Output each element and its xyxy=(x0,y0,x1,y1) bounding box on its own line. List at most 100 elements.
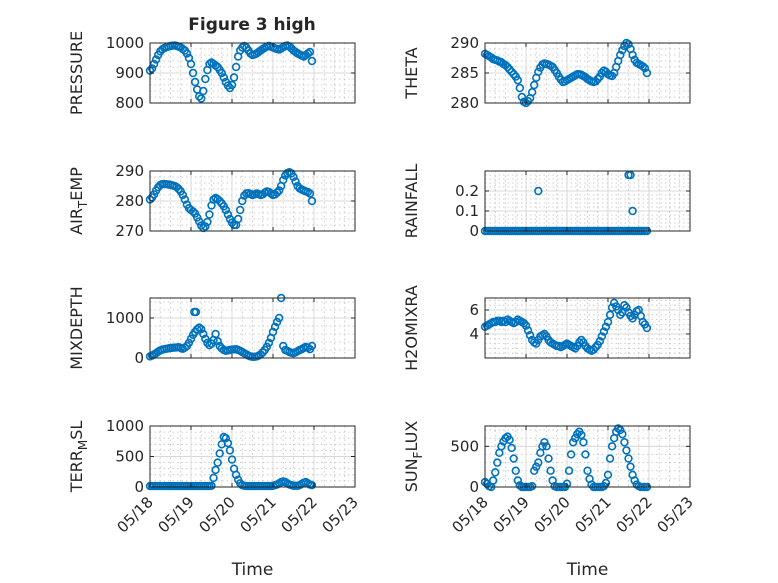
data-point xyxy=(188,68,198,78)
data-point xyxy=(566,450,576,459)
data-point xyxy=(307,56,317,66)
data-point xyxy=(568,438,578,447)
data-point xyxy=(268,327,278,337)
data-point xyxy=(149,59,159,69)
data-point xyxy=(534,458,543,467)
y-tick-label: 0.2 xyxy=(455,182,479,200)
y-tick-label: 0 xyxy=(134,349,144,367)
y-tick-label: 0 xyxy=(469,222,479,240)
data-point xyxy=(597,332,607,341)
data-point xyxy=(231,62,241,72)
data-point xyxy=(642,68,652,78)
data-point xyxy=(501,434,510,443)
axes-box xyxy=(484,170,691,232)
data-point xyxy=(607,442,617,451)
data-point xyxy=(197,94,206,103)
data-point xyxy=(489,476,498,485)
data-point xyxy=(577,430,586,440)
axes-box xyxy=(484,297,691,359)
x-tick-label: 05/18 xyxy=(449,493,492,536)
data-point xyxy=(618,45,627,55)
data-point xyxy=(274,313,284,323)
data-point xyxy=(624,39,633,49)
data-point xyxy=(546,466,555,475)
data-point xyxy=(626,170,635,180)
data-point xyxy=(307,341,317,351)
data-point xyxy=(521,321,531,330)
data-point xyxy=(180,195,190,204)
data-point xyxy=(303,343,313,352)
subplot-6: 4 6 H2OMIXRA xyxy=(402,285,691,371)
data-point xyxy=(211,329,220,339)
data-point xyxy=(542,442,551,451)
data-point xyxy=(201,74,210,84)
data-point xyxy=(223,210,233,219)
data-point xyxy=(570,434,580,443)
data-point xyxy=(599,327,609,336)
data-point xyxy=(223,438,233,448)
y-tick-label: 6 xyxy=(469,301,479,319)
data-point xyxy=(191,307,201,317)
data-point xyxy=(540,438,549,447)
x-tick-label: 05/21 xyxy=(572,493,615,536)
y-tick-label: 4 xyxy=(469,325,479,343)
x-tick-label: 05/20 xyxy=(196,493,239,536)
data-point xyxy=(147,64,157,73)
data-point xyxy=(513,476,522,485)
y-axis-label: H2OMIXRA xyxy=(402,285,421,371)
data-point xyxy=(236,205,245,215)
data-point xyxy=(534,186,543,196)
data-point xyxy=(618,429,627,439)
data-point xyxy=(279,175,288,185)
y-tick-label: 0.1 xyxy=(455,202,479,220)
y-axis-label: RAINFALL xyxy=(402,164,421,239)
data-point xyxy=(616,50,625,60)
data-point xyxy=(186,334,196,343)
data-point xyxy=(270,322,280,331)
data-point xyxy=(205,341,214,350)
data-point xyxy=(544,454,553,463)
data-point xyxy=(538,442,547,451)
data-point xyxy=(195,217,204,226)
y-tick-label: 800 xyxy=(115,94,144,112)
subplot-2: 280 285 290 THETA xyxy=(402,34,691,112)
y-tick-label: 900 xyxy=(115,64,144,82)
data-point xyxy=(638,62,648,71)
figure-title: Figure 3 high xyxy=(188,15,316,35)
data-point xyxy=(628,206,637,216)
y-axis-label: THETA xyxy=(402,47,421,99)
data-point xyxy=(233,214,243,224)
data-point xyxy=(180,343,190,352)
data-point xyxy=(289,172,298,182)
data-point xyxy=(581,450,590,459)
x-tick-label: 05/22 xyxy=(613,493,656,536)
subplot-3: 270 280 290 AIRTEMP xyxy=(67,162,356,240)
data-point xyxy=(182,49,192,58)
y-tick-label: 270 xyxy=(115,222,144,240)
data-point xyxy=(523,326,533,335)
data-point xyxy=(272,317,282,327)
data-point xyxy=(626,462,635,471)
data-point xyxy=(640,63,650,73)
y-tick-label: 290 xyxy=(450,34,479,52)
data-point xyxy=(197,325,206,334)
data-point xyxy=(274,186,284,195)
data-point xyxy=(305,47,315,57)
data-point xyxy=(497,442,506,451)
y-tick-label: 500 xyxy=(115,448,144,466)
data-point xyxy=(209,473,218,483)
data-point xyxy=(199,329,208,339)
y-tick-label: 285 xyxy=(450,64,479,82)
data-point xyxy=(225,446,235,455)
data-point xyxy=(614,305,623,315)
data-point xyxy=(529,80,539,90)
data-point xyxy=(211,465,220,475)
data-point xyxy=(205,210,214,219)
subplot-grid: 800 900 1000 PRESSURE 280 285 290 THETA 270 280 29… xyxy=(67,31,697,580)
data-point xyxy=(527,87,537,97)
x-axis-label: Time xyxy=(231,560,274,580)
y-tick-label: 0 xyxy=(469,478,479,496)
data-point xyxy=(630,476,639,485)
